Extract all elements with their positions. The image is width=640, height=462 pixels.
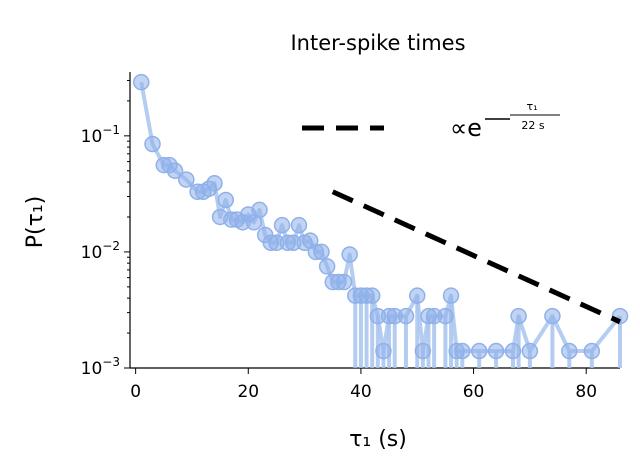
- data-point: [442, 287, 460, 304]
- data-point: [470, 342, 488, 360]
- data-point: [561, 342, 578, 360]
- data-point: [375, 342, 392, 360]
- data-point: [318, 258, 336, 275]
- x-tick-label: 0: [130, 382, 141, 402]
- y-tick-label: 10−3: [81, 355, 120, 379]
- data-point: [335, 273, 353, 291]
- data-point: [273, 216, 291, 234]
- data-point: [178, 171, 195, 188]
- data-point: [144, 135, 161, 153]
- data-point: [521, 342, 539, 360]
- x-tick-label: 80: [575, 382, 597, 402]
- data-point: [313, 243, 330, 261]
- data-point: [487, 342, 505, 360]
- x-ticks: 0 20 40 60 80: [130, 368, 597, 402]
- x-axis-label: τ₁ (s): [349, 427, 407, 452]
- y-tick-label: 10−2: [81, 239, 120, 263]
- data-point: [583, 342, 601, 360]
- data-point: [341, 246, 358, 263]
- x-tick-label: 40: [350, 382, 372, 402]
- chart-title: Inter-spike times: [290, 31, 465, 55]
- data-points: [133, 73, 629, 360]
- legend-prefix: ∝e: [450, 114, 482, 142]
- fit-line: [331, 189, 622, 325]
- data-point: [544, 307, 561, 325]
- x-tick-label: 60: [463, 382, 485, 402]
- x-tick-label: 20: [237, 382, 259, 402]
- axes: [129, 72, 620, 369]
- data-point: [408, 287, 426, 304]
- y-axis-label: P(τ₁): [23, 196, 48, 249]
- data-point: [454, 342, 471, 360]
- data-point: [414, 342, 432, 360]
- y-tick-label: 10−1: [81, 123, 120, 147]
- data-point: [290, 216, 308, 234]
- legend-exp-numerator: τ₁: [526, 100, 537, 113]
- legend: ∝e τ₁ 22 s: [302, 100, 560, 142]
- data-point: [363, 287, 381, 304]
- data-point: [437, 307, 454, 325]
- data-point: [251, 201, 268, 219]
- data-point: [510, 307, 527, 325]
- data-point: [217, 191, 234, 209]
- data-point: [397, 307, 415, 325]
- data-point: [504, 342, 522, 360]
- data-point: [206, 175, 223, 192]
- y-ticks: 10−1 10−2 10−3: [81, 79, 130, 379]
- legend-exp-denominator: 22 s: [521, 119, 544, 132]
- data-point: [133, 73, 150, 91]
- data-point: [166, 162, 184, 180]
